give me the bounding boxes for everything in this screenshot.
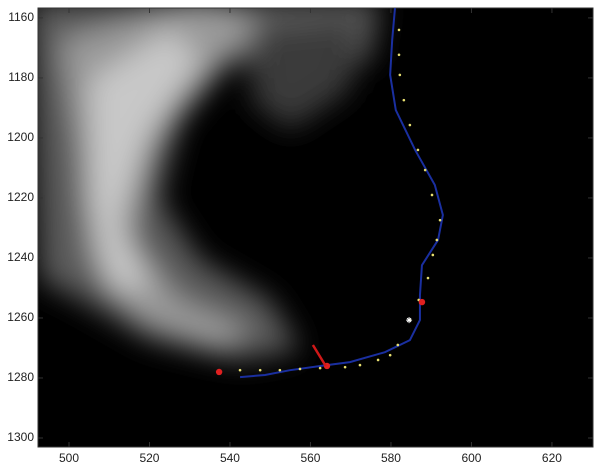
y-tick-label: 1280 <box>7 370 34 384</box>
y-tick-label: 1220 <box>7 190 34 204</box>
x-tick-label: 500 <box>59 451 79 465</box>
yellow-dot <box>376 358 380 362</box>
y-tick-label: 1180 <box>8 70 34 84</box>
yellow-dot <box>278 368 282 372</box>
yellow-dot <box>238 368 242 372</box>
plot-frame <box>37 7 594 448</box>
contour-line <box>239 8 444 379</box>
red-point <box>418 298 426 306</box>
yellow-dot <box>431 253 435 257</box>
yellow-dot <box>397 53 401 57</box>
x-tick-label: 620 <box>542 451 562 465</box>
yellow-dot <box>298 367 302 371</box>
yellow-dot <box>438 218 442 222</box>
yellow-dot <box>318 366 322 370</box>
x-tick-label: 520 <box>139 451 159 465</box>
yellow-dot <box>258 368 262 372</box>
x-tick-label: 600 <box>461 451 481 465</box>
yellow-dot <box>402 98 406 102</box>
yellow-dot <box>423 168 427 172</box>
red-point <box>215 368 223 376</box>
yellow-dot <box>426 276 430 280</box>
yellow-dot <box>416 148 420 152</box>
yellow-dot <box>397 28 401 32</box>
yellow-dot <box>430 193 434 197</box>
yellow-dot <box>388 353 392 357</box>
y-tick-label: 1240 <box>7 250 34 264</box>
red-segment <box>311 344 327 367</box>
yellow-dot <box>398 73 402 77</box>
grayscale-image <box>38 8 379 360</box>
y-tick-label: 1260 <box>7 310 34 324</box>
yellow-dot <box>396 343 400 347</box>
yellow-dot <box>408 123 412 127</box>
x-tick-label: 580 <box>381 451 401 465</box>
yellow-dot <box>358 363 362 367</box>
y-tick-label: 1300 <box>7 430 34 444</box>
yellow-dot <box>435 238 439 242</box>
y-tick-label: 1200 <box>7 130 34 144</box>
yellow-dot <box>343 365 347 369</box>
y-tick-label: 1160 <box>8 10 34 24</box>
star-marker <box>406 317 413 324</box>
x-tick-label: 540 <box>220 451 240 465</box>
x-tick-label: 560 <box>300 451 320 465</box>
